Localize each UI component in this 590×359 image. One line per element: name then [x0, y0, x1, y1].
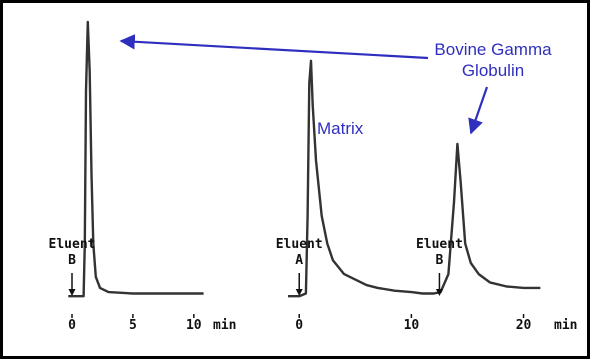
eluent-phase-label: B — [436, 253, 444, 268]
chromatogram-trace-1 — [68, 20, 204, 298]
annotation-layer: Bovine Gamma Globulin Matrix — [119, 34, 552, 138]
eluent-phase-label: B — [68, 253, 76, 268]
x-tick-label: 20 — [516, 318, 532, 333]
x-tick-label: 10 — [404, 318, 420, 333]
eluent-arrow-icon — [435, 289, 443, 296]
bgg-label-line2: Globulin — [462, 61, 524, 80]
eluent-arrow-icon — [68, 289, 76, 296]
x-axis-unit-label: min — [554, 318, 577, 333]
eluent-label: Eluent — [416, 237, 463, 252]
matrix-label: Matrix — [317, 119, 364, 138]
x-tick-label: 10 — [186, 318, 202, 333]
eluent-label: Eluent — [49, 237, 96, 252]
eluent-arrow-icon — [295, 289, 303, 296]
x-axis-unit-label: min — [213, 318, 236, 333]
eluent-label: Eluent — [276, 237, 323, 252]
chromatogram-trace-2 — [288, 59, 541, 298]
bgg-arrow-to-right-peak — [468, 86, 489, 135]
x-tick-label: 5 — [129, 318, 137, 333]
x-tick-label: 0 — [295, 318, 303, 333]
x-tick-label: 0 — [68, 318, 76, 333]
bgg-arrow-to-left-peak — [119, 34, 429, 60]
bgg-label-line1: Bovine Gamma — [434, 40, 552, 59]
eluent-phase-label: A — [295, 253, 303, 268]
